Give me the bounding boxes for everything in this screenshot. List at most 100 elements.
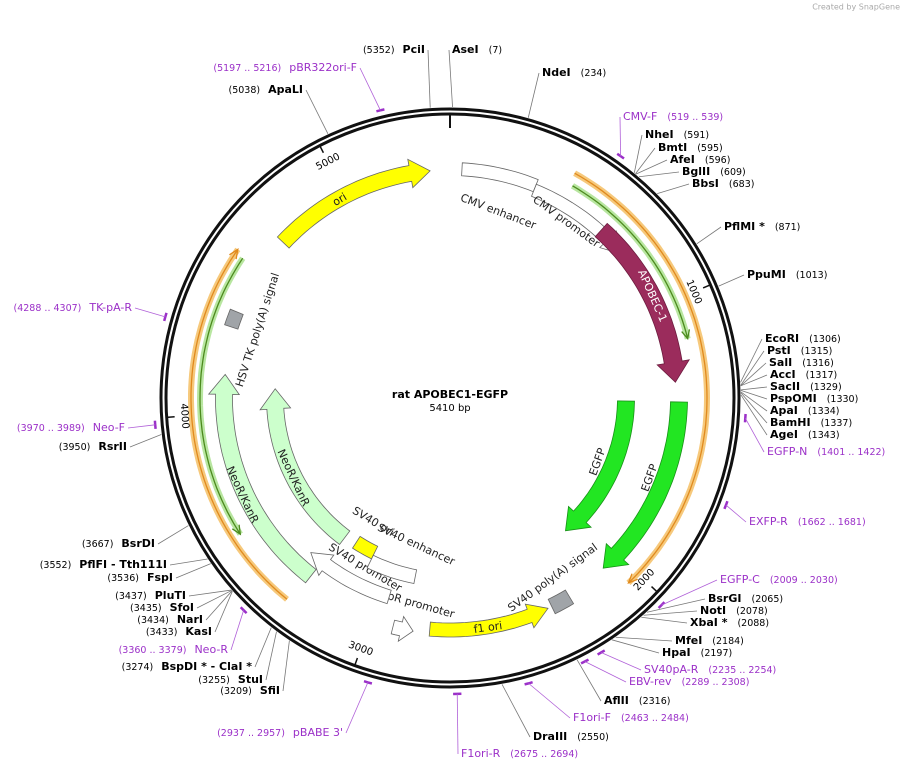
site-position: (1343) xyxy=(808,430,840,441)
site-position: (596) xyxy=(705,155,731,166)
site-name: XbaI * xyxy=(690,616,728,629)
site-name: BsrDI xyxy=(121,537,155,550)
site-label: (3667)BsrDI xyxy=(82,537,155,550)
primer-leader xyxy=(726,505,746,522)
site-position: (7) xyxy=(489,45,502,56)
site-leader xyxy=(616,637,672,641)
primer-name: Neo-R xyxy=(194,643,228,656)
site-position: (1334) xyxy=(808,406,840,417)
site-position: (3433) xyxy=(146,627,178,638)
site-leader xyxy=(577,660,601,701)
primer-label: F1ori-F (2463 .. 2484) xyxy=(573,711,689,724)
feature-arrow xyxy=(462,163,539,192)
primer-label: (3360 .. 3379) Neo-R xyxy=(119,643,229,656)
site-name: PflFI - Tth111I xyxy=(79,558,167,571)
site-position: (234) xyxy=(581,68,607,79)
primer-range: (3970 .. 3989) xyxy=(17,423,85,434)
feature-arrow xyxy=(391,617,413,642)
site-leader xyxy=(741,387,767,390)
tick-label: 5000 xyxy=(314,151,342,172)
primer-name: pBABE 3' xyxy=(293,726,343,739)
primer-name: EXFP-R xyxy=(749,515,788,528)
site-name: StuI xyxy=(238,673,263,686)
primer-name: EGFP-C xyxy=(720,573,760,586)
site-label: (3437) PluTI xyxy=(115,589,186,602)
site-position: (2088) xyxy=(737,618,769,629)
primer-range: (1401 .. 1422) xyxy=(817,447,885,458)
site-position: (591) xyxy=(684,130,710,141)
primer-range: (2009 .. 2030) xyxy=(770,575,838,586)
primer-range: (3360 .. 3379) xyxy=(119,645,187,656)
tick-label: 4000 xyxy=(178,403,191,429)
site-position: (3434) xyxy=(137,615,169,626)
site-name: AseI xyxy=(452,43,479,56)
site-leader xyxy=(644,611,697,615)
primer-range: (5197 .. 5216) xyxy=(213,63,281,74)
primer-leader xyxy=(620,117,621,156)
site-label: NheI(591) xyxy=(645,128,709,141)
site-label: (3433) KasI xyxy=(146,625,212,638)
site-name: AgeI xyxy=(770,428,798,441)
site-leader xyxy=(283,641,289,691)
primer-leader xyxy=(457,694,458,754)
site-leader xyxy=(176,564,211,578)
primer-leader xyxy=(360,68,380,110)
site-label: BbsI(683) xyxy=(692,177,754,190)
site-leader xyxy=(158,526,188,544)
site-position: (1317) xyxy=(806,370,838,381)
feature-arrow xyxy=(225,309,244,329)
site-leader xyxy=(719,275,744,286)
primer-label: EBV-rev(2289 .. 2308) xyxy=(629,675,749,688)
site-label: (3435) SfoI xyxy=(130,601,194,614)
primer-leader xyxy=(346,682,368,733)
site-position: (5352) xyxy=(363,45,395,56)
primer-leader xyxy=(128,425,155,428)
site-position: (3255) xyxy=(198,675,230,686)
site-label: AflII(2316) xyxy=(604,694,670,707)
site-position: (3435) xyxy=(130,603,162,614)
site-name: NdeI xyxy=(542,66,571,79)
site-name: PluTI xyxy=(155,589,186,602)
primer-label: (2937 .. 2957)pBABE 3' xyxy=(217,726,343,739)
site-position: (3437) xyxy=(115,591,147,602)
site-leader xyxy=(306,90,328,134)
primer-label: (4288 .. 4307)TK-pA-R xyxy=(14,301,133,314)
site-label: (5038)ApaLI xyxy=(228,83,303,96)
primer-name: EGFP-N xyxy=(767,445,807,458)
plasmid-length: 5410 bp xyxy=(429,403,470,414)
site-leader xyxy=(255,628,271,667)
site-label: NdeI (234) xyxy=(542,66,606,79)
primer-name: F1ori-F xyxy=(573,711,611,724)
feature-arrow xyxy=(260,389,350,545)
site-position: (5038) xyxy=(228,85,260,96)
site-label: AgeI (1343) xyxy=(770,428,840,441)
site-leader xyxy=(428,50,430,108)
primer-range: (2463 .. 2484) xyxy=(621,713,689,724)
site-label: (3552)PflFI - Tth111I xyxy=(40,558,167,571)
primer-leader xyxy=(231,610,244,650)
site-label: (3255) StuI xyxy=(198,673,263,686)
site-name: PflMI * xyxy=(724,220,765,233)
site-name: FspI xyxy=(147,571,173,584)
site-name: SfoI xyxy=(170,601,194,614)
site-name: AflII xyxy=(604,694,629,707)
site-label: (3950)RsrII xyxy=(59,440,127,453)
primer-mark xyxy=(724,501,727,509)
site-leader xyxy=(741,375,767,386)
site-name: RsrII xyxy=(98,440,127,453)
primer-name: CMV-F xyxy=(623,110,657,123)
site-position: (3536) xyxy=(107,573,139,584)
site-label: AseI (7) xyxy=(452,43,502,56)
primer-mark xyxy=(241,607,247,613)
site-label: XbaI * (2088) xyxy=(690,616,769,629)
site-leader xyxy=(502,684,530,737)
site-name: BspDI * - ClaI * xyxy=(161,660,252,673)
site-name: KasI xyxy=(185,625,212,638)
primer-range: (2235 .. 2254) xyxy=(708,665,776,676)
primer-leader xyxy=(745,418,764,452)
site-name: PciI xyxy=(403,43,425,56)
feature-arrow xyxy=(277,159,430,248)
site-leader xyxy=(697,227,721,244)
site-name: PpuMI xyxy=(747,268,786,281)
